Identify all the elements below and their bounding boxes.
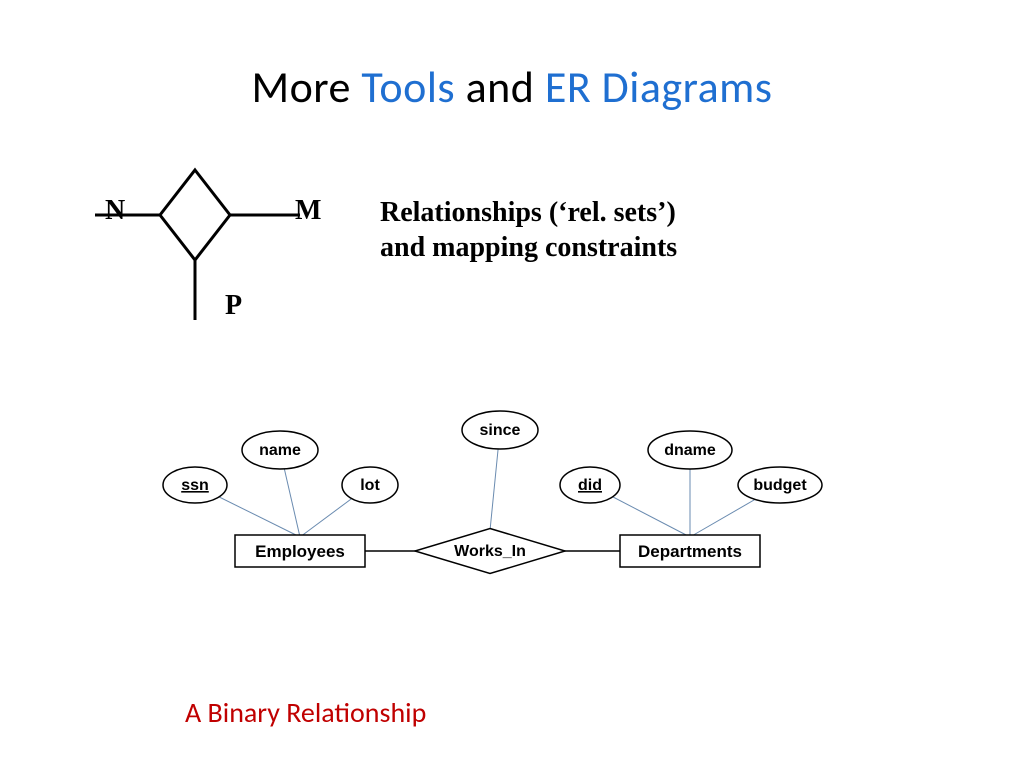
slide-title: More Tools and ER Diagrams — [0, 60, 1024, 114]
svg-text:since: since — [480, 422, 521, 439]
legend-diamond-diagram — [95, 165, 315, 335]
er-diagram: Employees Departments Works_In ssn name lot si… — [140, 395, 860, 595]
title-part-2: Tools — [361, 60, 455, 114]
relationship-description: Relationships (‘rel. sets’) and mapping … — [380, 195, 677, 265]
svg-text:Departments: Departments — [638, 542, 742, 561]
title-part-1: More — [251, 60, 361, 114]
legend-label-p: P — [225, 290, 242, 322]
rel-text-line2: and mapping constraints — [380, 232, 677, 263]
svg-text:ssn: ssn — [181, 477, 209, 494]
svg-text:name: name — [259, 442, 301, 459]
title-part-3: and — [455, 60, 545, 114]
svg-text:Works_In: Works_In — [454, 543, 526, 560]
er-caption: A Binary Relationship — [185, 695, 426, 730]
svg-text:did: did — [578, 477, 602, 494]
rel-text-line1: Relationships (‘rel. sets’) — [380, 197, 676, 228]
svg-text:budget: budget — [753, 477, 807, 494]
legend-label-n: N — [105, 195, 125, 227]
svg-text:dname: dname — [664, 442, 716, 459]
slide: More Tools and ER Diagrams N M P Relatio… — [0, 0, 1024, 768]
legend-label-m: M — [295, 195, 321, 227]
title-part-4: ER Diagrams — [545, 60, 773, 114]
svg-text:Employees: Employees — [255, 542, 345, 561]
svg-text:lot: lot — [360, 477, 380, 494]
